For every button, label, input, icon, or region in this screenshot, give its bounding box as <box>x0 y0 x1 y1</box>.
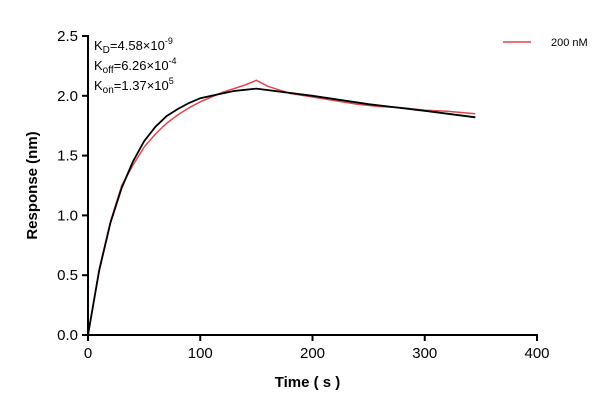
legend-label: 200 nM <box>551 37 588 49</box>
y-tick-label: 1.5 <box>57 148 78 165</box>
x-axis-label: Time ( s ) <box>275 374 341 391</box>
constant-subscript: on <box>103 85 114 96</box>
constant-value: =1.37×10 <box>114 78 169 93</box>
y-axis-label: Response (nm) <box>24 131 41 239</box>
x-tick-label: 400 <box>524 345 549 362</box>
kinetic-constant-off: Koff=6.26×10-4 <box>94 56 177 76</box>
y-tick-label: 0.0 <box>57 327 78 344</box>
x-tick-label: 0 <box>84 345 92 362</box>
constant-symbol: K <box>94 78 103 93</box>
constant-exponent: 5 <box>169 76 174 86</box>
y-tick-label: 2.5 <box>57 28 78 45</box>
x-tick-label: 200 <box>300 345 325 362</box>
y-tick-label: 1.0 <box>57 207 78 224</box>
constant-value: =4.58×10 <box>110 38 165 53</box>
x-tick-label: 300 <box>412 345 437 362</box>
constant-symbol: K <box>94 38 103 53</box>
constant-exponent: -9 <box>165 36 173 46</box>
constant-symbol: K <box>94 58 103 73</box>
kinetic-constant-d: KD=4.58×10-9 <box>94 36 173 56</box>
constant-value: =6.26×10 <box>114 58 169 73</box>
series-line-data <box>87 79 476 336</box>
y-tick-label: 2.0 <box>57 88 78 105</box>
series-line-fit <box>87 87 476 336</box>
constant-subscript: off <box>103 65 114 76</box>
constant-subscript: D <box>103 45 110 56</box>
constant-exponent: -4 <box>169 56 177 66</box>
x-tick-label: 100 <box>188 345 213 362</box>
y-tick-label: 0.5 <box>57 267 78 284</box>
kinetic-constant-on: Kon=1.37×105 <box>94 76 174 96</box>
